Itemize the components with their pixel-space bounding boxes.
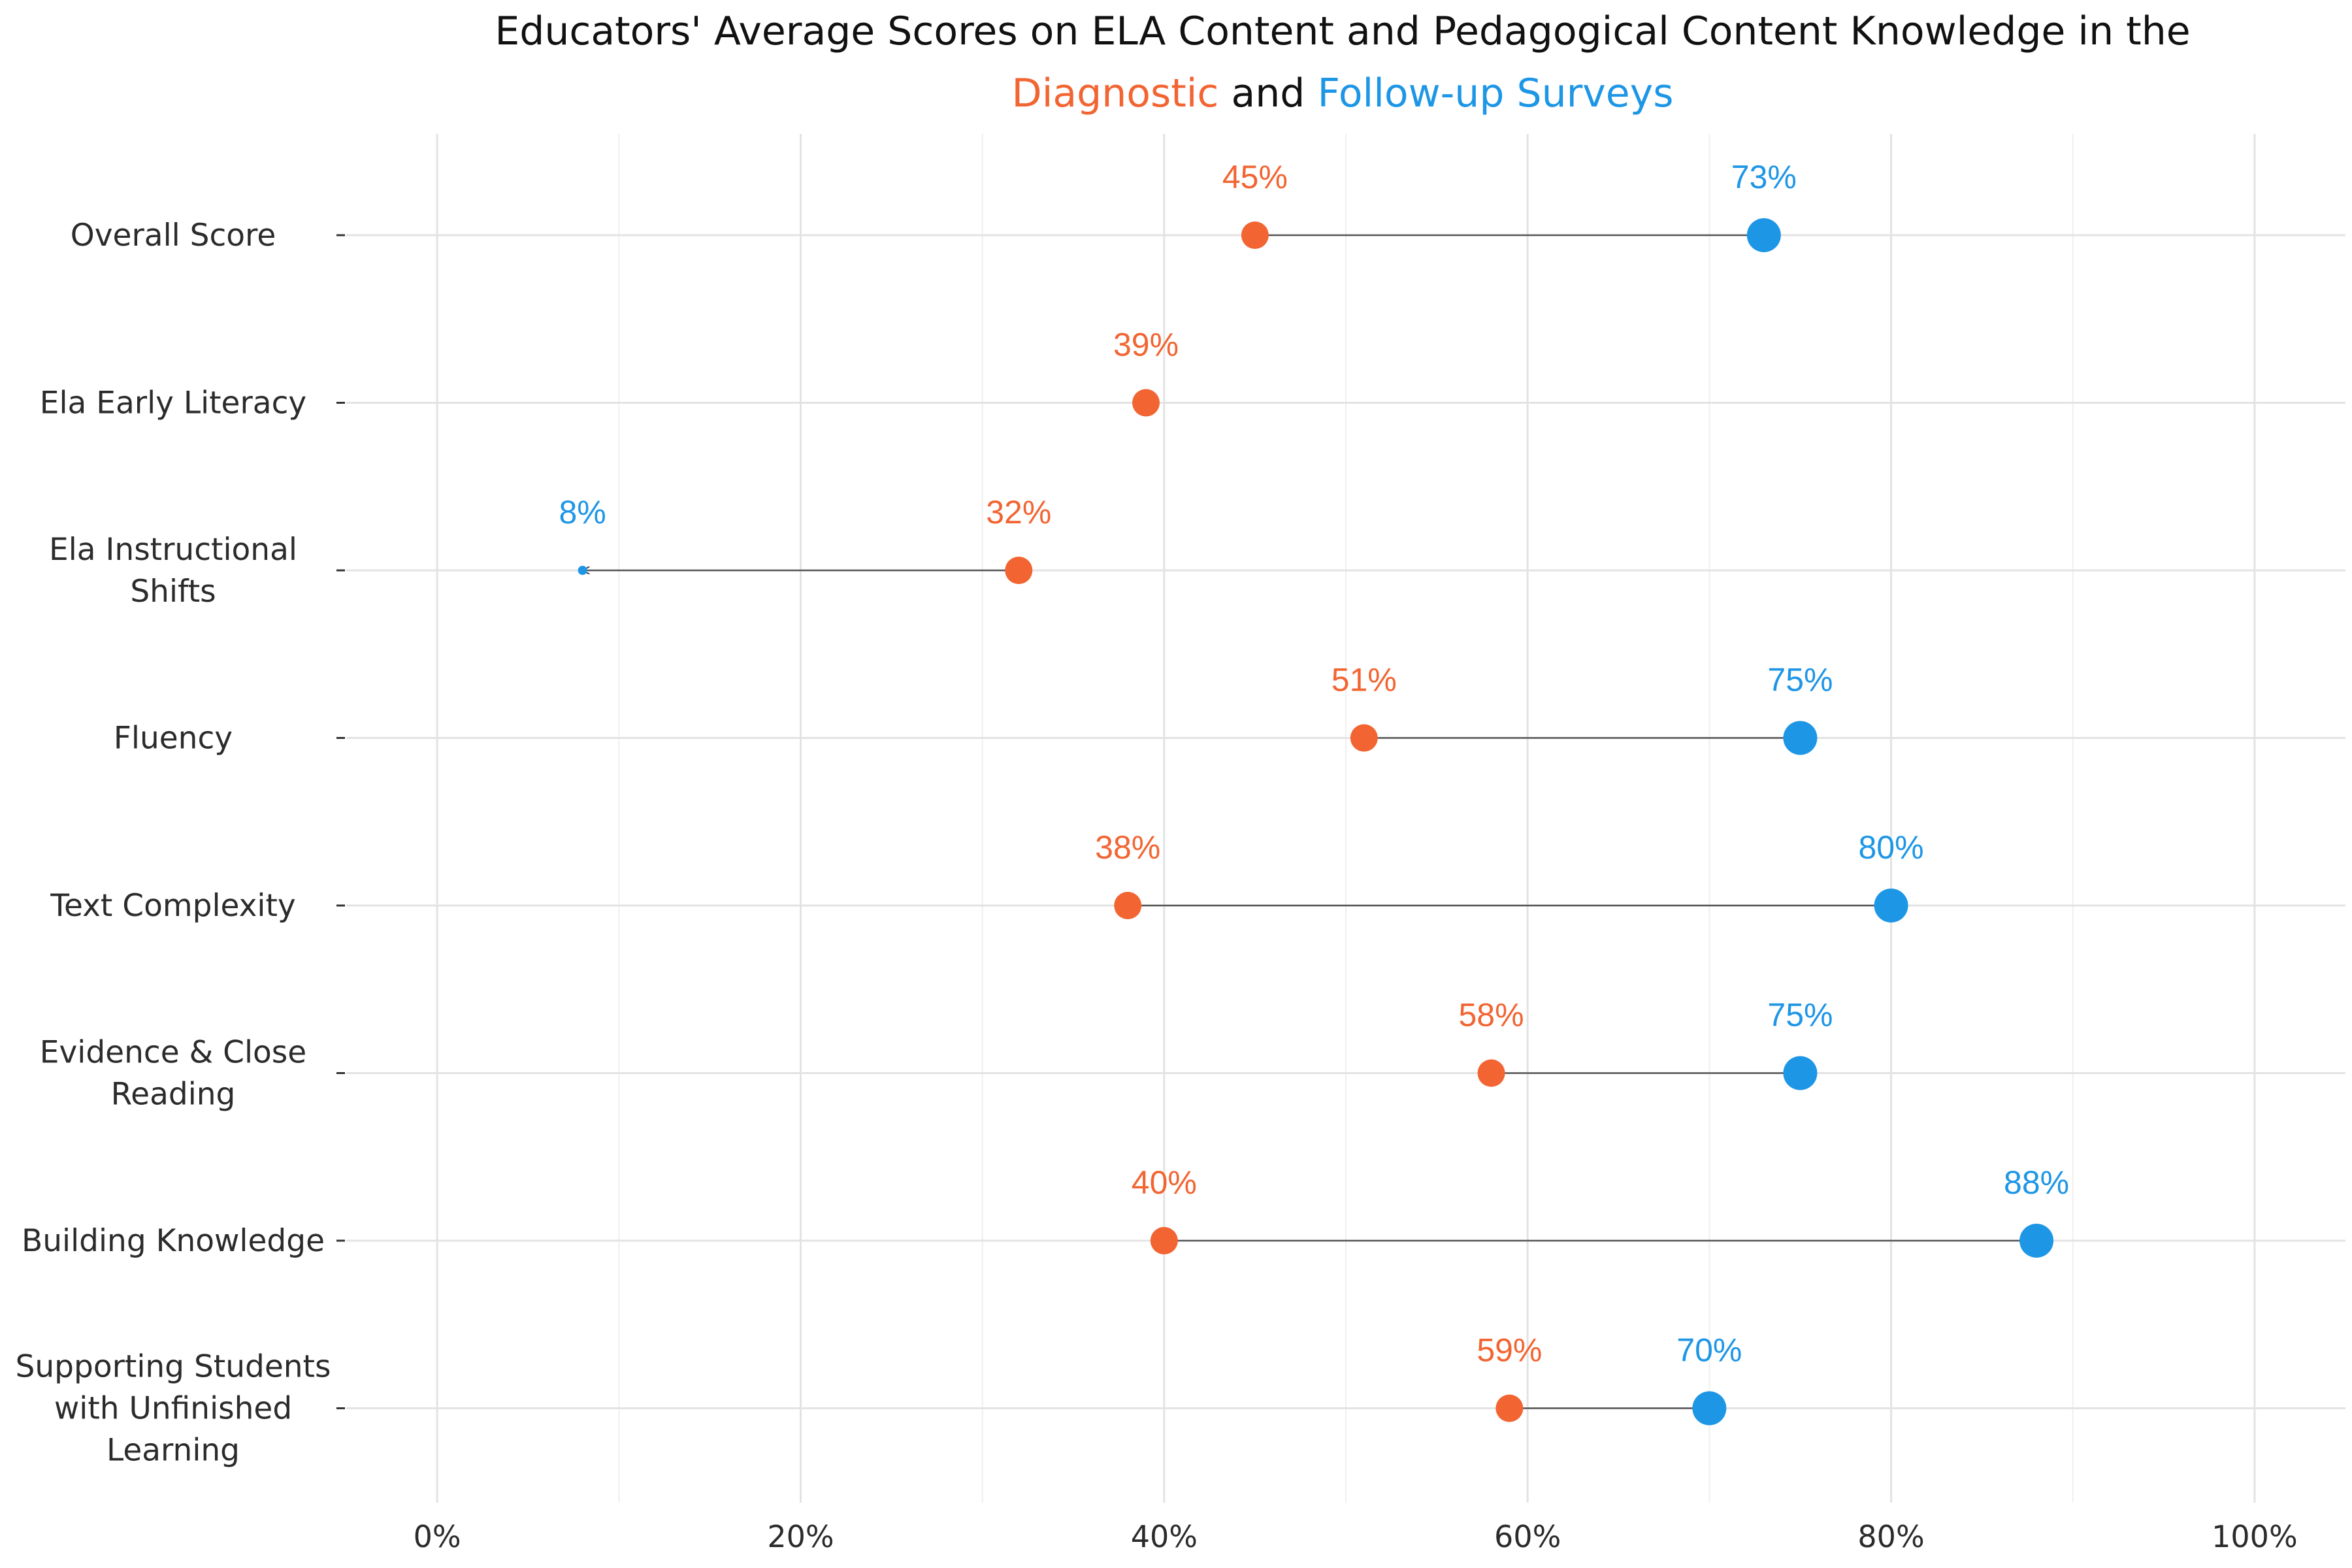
diagnostic-value-label: 45% (1222, 159, 1288, 195)
category-label-line: Supporting Students (16, 1349, 331, 1385)
category-label: Fluency (114, 721, 233, 757)
diagnostic-point (1241, 221, 1269, 249)
category-label: Building Knowledge (22, 1223, 325, 1259)
title-line-1: Educators' Average Scores on ELA Content… (495, 8, 2190, 54)
chart-title: Educators' Average Scores on ELA Content… (495, 8, 2190, 116)
diagnostic-point (1495, 1394, 1524, 1422)
followup-value-label: 88% (2004, 1164, 2069, 1201)
category-label-line: with Unfinished (54, 1391, 292, 1427)
data-marks: 45% 73% 39% 32% 8% 51% 75% 38% 80% 58% 75% 40% 88% 59… (559, 159, 2069, 1426)
followup-point (1692, 1391, 1727, 1426)
followup-point (2019, 1224, 2054, 1258)
title-line-2: Diagnostic and Follow-up Surveys (1012, 71, 1674, 116)
title-part-2-1: Diagnostic (1012, 71, 1219, 116)
diagnostic-point (1005, 557, 1033, 584)
category-label-line: Ela Instructional (49, 532, 297, 568)
category-label: Ela Instructional Shifts (49, 532, 297, 610)
category-label-line: Fluency (114, 721, 233, 757)
diagnostic-point (1150, 1227, 1178, 1254)
x-tick-label: 60% (1494, 1519, 1561, 1554)
category-label-line: Text Complexity (50, 888, 295, 924)
category-label-line: Evidence & Close (40, 1035, 306, 1071)
followup-point (578, 566, 587, 575)
category-label-line: Building Knowledge (22, 1223, 325, 1259)
title-part-1-1: Educators' Average Scores on ELA Content… (495, 8, 2190, 54)
category-label-line: Overall Score (71, 218, 276, 253)
followup-value-label: 70% (1676, 1332, 1742, 1369)
x-tick-label: 100% (2212, 1519, 2298, 1554)
diagnostic-point (1477, 1059, 1505, 1087)
diagnostic-point (1114, 892, 1142, 919)
title-part-2-3: Follow-up Surveys (1317, 71, 1673, 116)
y-axis-categories: Overall Score Ela Early Literacy Ela Instr… (16, 218, 345, 1469)
followup-point (1746, 218, 1781, 252)
category-label: Ela Early Literacy (40, 385, 307, 421)
title-part-2-2: and (1218, 71, 1317, 116)
category-label-line: Reading (111, 1077, 236, 1113)
x-tick-label: 80% (1857, 1519, 1924, 1554)
diagnostic-value-label: 39% (1113, 327, 1179, 363)
gridlines (346, 134, 2345, 1503)
category-label: Text Complexity (50, 888, 295, 924)
followup-point (1783, 1056, 1818, 1090)
diagnostic-value-label: 38% (1095, 829, 1160, 866)
x-tick-label: 0% (414, 1519, 461, 1554)
followup-point (1783, 721, 1818, 755)
category-label: Overall Score (71, 218, 276, 253)
followup-value-label: 73% (1731, 159, 1797, 195)
category-label-line: Learning (106, 1433, 240, 1469)
followup-value-label: 80% (1859, 829, 1924, 866)
diagnostic-value-label: 58% (1459, 997, 1524, 1034)
diagnostic-point (1350, 724, 1378, 752)
category-label-line: Ela Early Literacy (40, 385, 307, 421)
diagnostic-value-label: 51% (1331, 662, 1397, 698)
diagnostic-value-label: 40% (1132, 1164, 1197, 1201)
diagnostic-value-label: 32% (986, 494, 1051, 531)
x-axis: 0% 20% 40% 60% 80% 100% (414, 1519, 2298, 1554)
diagnostic-point (1132, 389, 1160, 417)
followup-value-label: 75% (1767, 997, 1833, 1034)
followup-point (1874, 889, 1908, 923)
category-label-line: Shifts (130, 574, 216, 610)
followup-value-label: 8% (559, 494, 606, 531)
x-tick-label: 20% (767, 1519, 834, 1554)
x-tick-label: 40% (1131, 1519, 1198, 1554)
category-label: Evidence & Close Reading (40, 1035, 306, 1113)
diagnostic-value-label: 59% (1477, 1332, 1542, 1369)
category-label: Supporting Students with Unfinished Learni… (16, 1349, 331, 1469)
followup-value-label: 75% (1767, 662, 1833, 698)
